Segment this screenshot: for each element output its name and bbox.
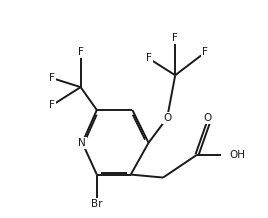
Text: OH: OH	[229, 150, 245, 160]
Text: F: F	[202, 47, 208, 57]
Text: N: N	[79, 138, 86, 148]
Text: F: F	[49, 73, 55, 83]
Text: O: O	[163, 113, 171, 123]
Text: F: F	[49, 100, 55, 110]
Text: F: F	[172, 33, 178, 43]
Text: F: F	[146, 53, 151, 63]
Text: O: O	[203, 113, 212, 123]
Text: F: F	[78, 47, 84, 57]
Text: Br: Br	[91, 199, 103, 209]
